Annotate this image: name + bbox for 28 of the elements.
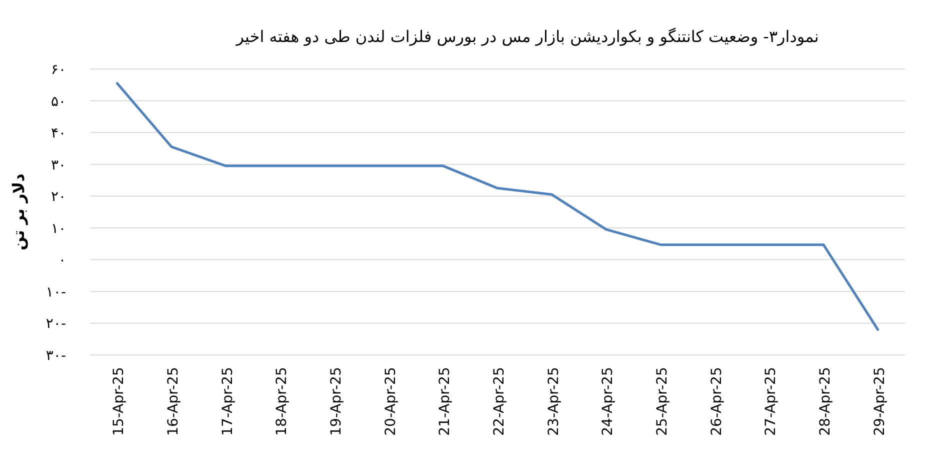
x-tick-label: 17-Apr-25 [220,367,236,436]
line-series [116,82,880,331]
chart-title: نمودار۳- وضعیت کانتنگو و بکواردیشن بازار مس در بورس فلزات لندن طی دو هفته اخیر [235,27,819,46]
x-tick-label: 25-Apr-25 [654,367,670,436]
y-tick-label: ۶۰ [50,62,66,78]
x-tick-label: 16-Apr-25 [166,367,182,436]
y-tick-label: ۲۰ [50,189,66,206]
x-tick-label: 26-Apr-25 [708,367,725,436]
x-tick-label: 23-Apr-25 [546,367,562,436]
x-tick-label: 28-Apr-25 [818,367,834,436]
y-tick-label: ۵۰ [50,94,66,110]
x-tick-label: 24-Apr-25 [600,367,616,436]
y-tick-label: ۳۰ [50,157,66,174]
y-tick-label: ۱۰- [46,284,66,300]
x-tick-label: 21-Apr-25 [437,367,454,436]
x-tick-label: 29-Apr-25 [872,367,888,436]
x-tick-label: 19-Apr-25 [328,367,344,436]
x-tick-label: 22-Apr-25 [492,367,508,436]
x-tick-label: 27-Apr-25 [763,367,780,436]
y-tick-label: ۱۰ [50,220,66,237]
y-axis-title: دلار بر تن [9,174,28,250]
x-tick-label: 18-Apr-25 [274,367,290,436]
y-tick-label: ۴۰ [50,126,66,142]
y-tick-label: ۲۰- [46,316,66,332]
y-tick-label: ۰ [58,252,66,269]
x-tick-label: 15-Apr-25 [111,367,128,436]
y-tick-label: ۳۰- [46,348,66,364]
x-tick-label: 20-Apr-25 [382,367,399,436]
